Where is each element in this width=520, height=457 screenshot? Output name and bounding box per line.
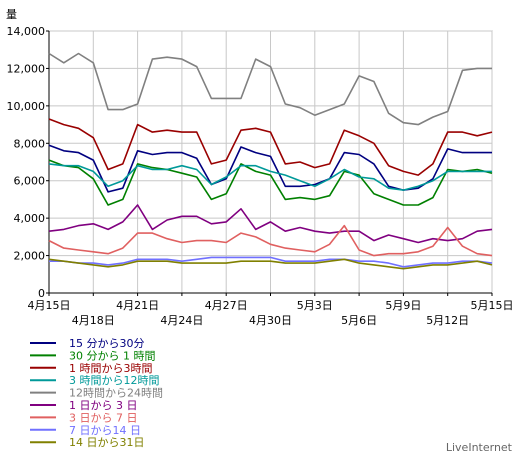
y-tick-label: 10,000 (7, 100, 46, 113)
series-line-4 (48, 163, 492, 191)
x-tick-label: 5月6日 (341, 314, 377, 327)
x-tick-label: 4月15日 (28, 299, 71, 312)
series-line-7 (48, 224, 493, 257)
x-tick-label: 4月30日 (249, 314, 292, 327)
legend-label: 3 時間から12時間 (69, 374, 160, 387)
series-line-3 (48, 118, 493, 176)
legend-label: 12時間から24時間 (69, 387, 163, 400)
y-tick-label: 14,000 (7, 25, 46, 38)
y-tick-label: 12,000 (7, 62, 46, 75)
y-tick-label: 4,000 (14, 212, 46, 225)
y-axis: 0 2,000 4,000 6,000 8,000 10,000 12,000 14,000 (7, 25, 50, 300)
series-line-1 (48, 144, 492, 193)
x-tick-label: 5月15日 (471, 299, 514, 312)
x-tick-label: 4月21日 (116, 299, 159, 312)
y-tick-label: 2,000 (14, 250, 46, 263)
x-tick-label: 5月12日 (426, 314, 469, 327)
legend-label: 7 日から14 日 (69, 424, 141, 437)
x-tick-label: 5月3日 (297, 299, 333, 312)
series-line-9 (48, 258, 493, 270)
legend-label: 1 時間から3時間 (69, 362, 153, 375)
legend-label: 1 日から 3 日 (69, 399, 138, 412)
y-tick-label: 6,000 (14, 175, 46, 188)
series-lines (48, 52, 493, 270)
y-tick-label: 0 (38, 287, 45, 300)
x-tick-label: 4月24日 (160, 314, 203, 327)
legend-label: 30 分から 1 時間 (69, 349, 156, 362)
legend-label: 3 日から 7 日 (69, 411, 138, 424)
x-tick-label: 5月9日 (385, 299, 421, 312)
y-tick-label: 8,000 (14, 137, 46, 150)
series-line-8 (49, 256, 493, 268)
series-line-2 (48, 159, 493, 206)
x-tick-label: 4月18日 (72, 314, 115, 327)
series-line-6 (48, 204, 493, 244)
watermark: LiveInternet (446, 441, 513, 454)
series-line-5 (48, 52, 492, 126)
y-axis-label: 量 (6, 8, 17, 21)
grid (48, 30, 493, 294)
legend-label: 15 分から30分 (69, 337, 145, 350)
x-tick-label: 4月27日 (205, 299, 248, 312)
legend-label: 14 日から31日 (69, 436, 145, 449)
